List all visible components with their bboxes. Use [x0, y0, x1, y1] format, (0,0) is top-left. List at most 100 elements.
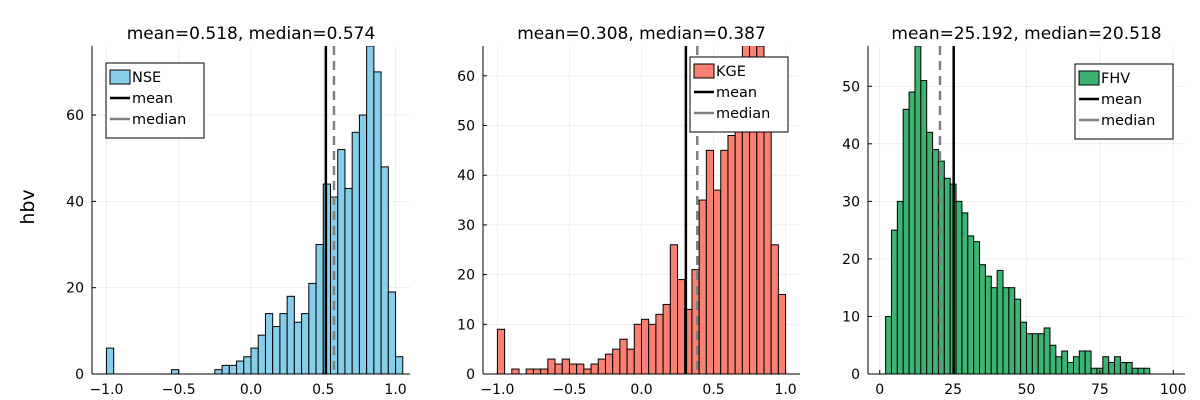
histogram-bar: [669, 244, 679, 374]
histogram-bar: [1143, 367, 1151, 374]
y-tick-label: 10: [457, 317, 475, 333]
histogram-bar: [1084, 350, 1092, 374]
histogram-bar: [1031, 333, 1039, 374]
histogram-bar: [937, 160, 945, 374]
legend-swatch-fhv: [1078, 70, 1100, 86]
histogram-bar: [351, 131, 360, 374]
x-tick-label: 1.0: [384, 382, 406, 398]
histogram-bar: [554, 363, 563, 374]
y-tick-label: 60: [66, 108, 84, 124]
histogram-bar: [914, 46, 922, 374]
histogram-bar: [996, 269, 1004, 374]
histogram-bar: [257, 334, 266, 374]
histogram-bar: [308, 282, 317, 374]
y-tick-label: 50: [457, 119, 475, 135]
y-tick-label: 20: [66, 281, 84, 297]
histogram-bar: [1137, 367, 1145, 374]
y-tick-label: 40: [457, 168, 475, 184]
x-tick-label: 1.0: [774, 382, 796, 398]
histogram-bar: [496, 328, 506, 374]
y-tick-label: 30: [457, 218, 475, 234]
y-tick-label: 0: [75, 367, 84, 383]
x-tick-label: −1.0: [480, 382, 514, 398]
histogram-bar: [1002, 287, 1010, 374]
histogram-bar: [264, 313, 274, 374]
histogram-panel-nse: −1.0 −0.5 0.0 0.5 1.0 0 20 40 60 mean=0.518, medi…: [66, 24, 410, 398]
histogram-bar: [932, 149, 939, 374]
histogram-bar: [1049, 344, 1057, 374]
histogram-bar: [250, 347, 259, 374]
histogram-bar: [286, 295, 295, 374]
panel-title: mean=25.192, median=20.518: [891, 24, 1161, 44]
histogram-bar: [171, 369, 180, 374]
x-tick-label: 75: [1091, 382, 1109, 398]
histogram-bar: [243, 356, 252, 374]
histogram-bar: [380, 166, 389, 374]
histogram-bar: [763, 125, 772, 374]
histogram-bar: [890, 229, 898, 374]
histogram-bar: [720, 149, 729, 374]
x-tick-label: 0.0: [240, 382, 262, 398]
histogram-bar: [583, 368, 592, 374]
figure-ylabel: hbv: [17, 189, 39, 224]
legend: FHV mean median: [1074, 63, 1174, 140]
histogram-bar: [641, 318, 650, 374]
y-tick-label: 50: [842, 79, 860, 95]
histogram-bar: [337, 149, 346, 374]
histogram-bar: [547, 358, 556, 374]
x-tick-label: 0.5: [312, 382, 334, 398]
histogram-bar: [387, 291, 397, 374]
histogram-bar: [990, 287, 998, 374]
histogram-bar: [366, 46, 375, 374]
histogram-bar: [293, 321, 303, 374]
histogram-bar: [662, 303, 671, 374]
x-tick-label: −0.5: [552, 382, 586, 398]
histogram-bar: [344, 187, 353, 374]
histogram-bar: [920, 80, 928, 374]
histogram-bar: [1067, 361, 1074, 374]
x-tick-label: −0.5: [162, 382, 196, 398]
legend-label: FHV: [1101, 71, 1130, 87]
histogram-bar: [902, 108, 910, 374]
histogram-bar: [272, 326, 281, 374]
y-tick-label: 30: [842, 194, 860, 210]
histogram-bar: [1131, 367, 1139, 374]
histogram-bar: [727, 134, 736, 374]
histogram-bar: [734, 95, 743, 374]
x-tick-label: 0: [875, 382, 884, 398]
histogram-bar: [896, 200, 904, 374]
legend-label: KGE: [716, 64, 746, 80]
panel-title: mean=0.308, median=0.387: [517, 24, 766, 44]
histogram-bar: [395, 356, 404, 374]
legend-label: median: [716, 106, 770, 122]
y-tick-label: 0: [466, 367, 475, 383]
y-tick-label: 20: [842, 252, 860, 268]
histogram-bar: [648, 323, 657, 374]
histogram-bar: [568, 363, 578, 374]
x-tick-label: −1.0: [89, 382, 123, 398]
histogram-bar: [973, 241, 981, 374]
histogram-bar: [770, 244, 779, 374]
legend-label: median: [1101, 113, 1155, 129]
histogram-bar: [561, 358, 570, 374]
histogram-bar: [358, 114, 368, 374]
histogram-bar: [1020, 321, 1028, 374]
histogram-bar: [221, 364, 230, 374]
histogram-panel-fhv: 0 25 50 75 100 0 10 20 30 40 50 mean=25.192, median…: [842, 24, 1186, 398]
histogram-bar: [961, 212, 969, 374]
histogram-panel-kge: −1.0 −0.5 0.0 0.5 1.0 0 10 20 30 40 50 60 mean=0.308…: [457, 24, 800, 398]
histogram-bar: [1090, 367, 1098, 374]
histogram-bar: [597, 358, 606, 374]
histogram-bar: [279, 313, 288, 374]
histogram-bar: [236, 360, 245, 374]
legend-label: mean: [1101, 92, 1142, 108]
histogram-bar: [540, 368, 549, 374]
histogram-bar: [885, 315, 892, 374]
histogram-bar: [713, 189, 722, 374]
x-tick-label: 0.5: [702, 382, 724, 398]
histogram-bar: [373, 71, 382, 374]
histogram-bar: [1055, 356, 1063, 374]
histogram-bar: [619, 338, 628, 374]
histogram-bar: [943, 177, 951, 374]
legend-label: NSE: [132, 70, 161, 86]
